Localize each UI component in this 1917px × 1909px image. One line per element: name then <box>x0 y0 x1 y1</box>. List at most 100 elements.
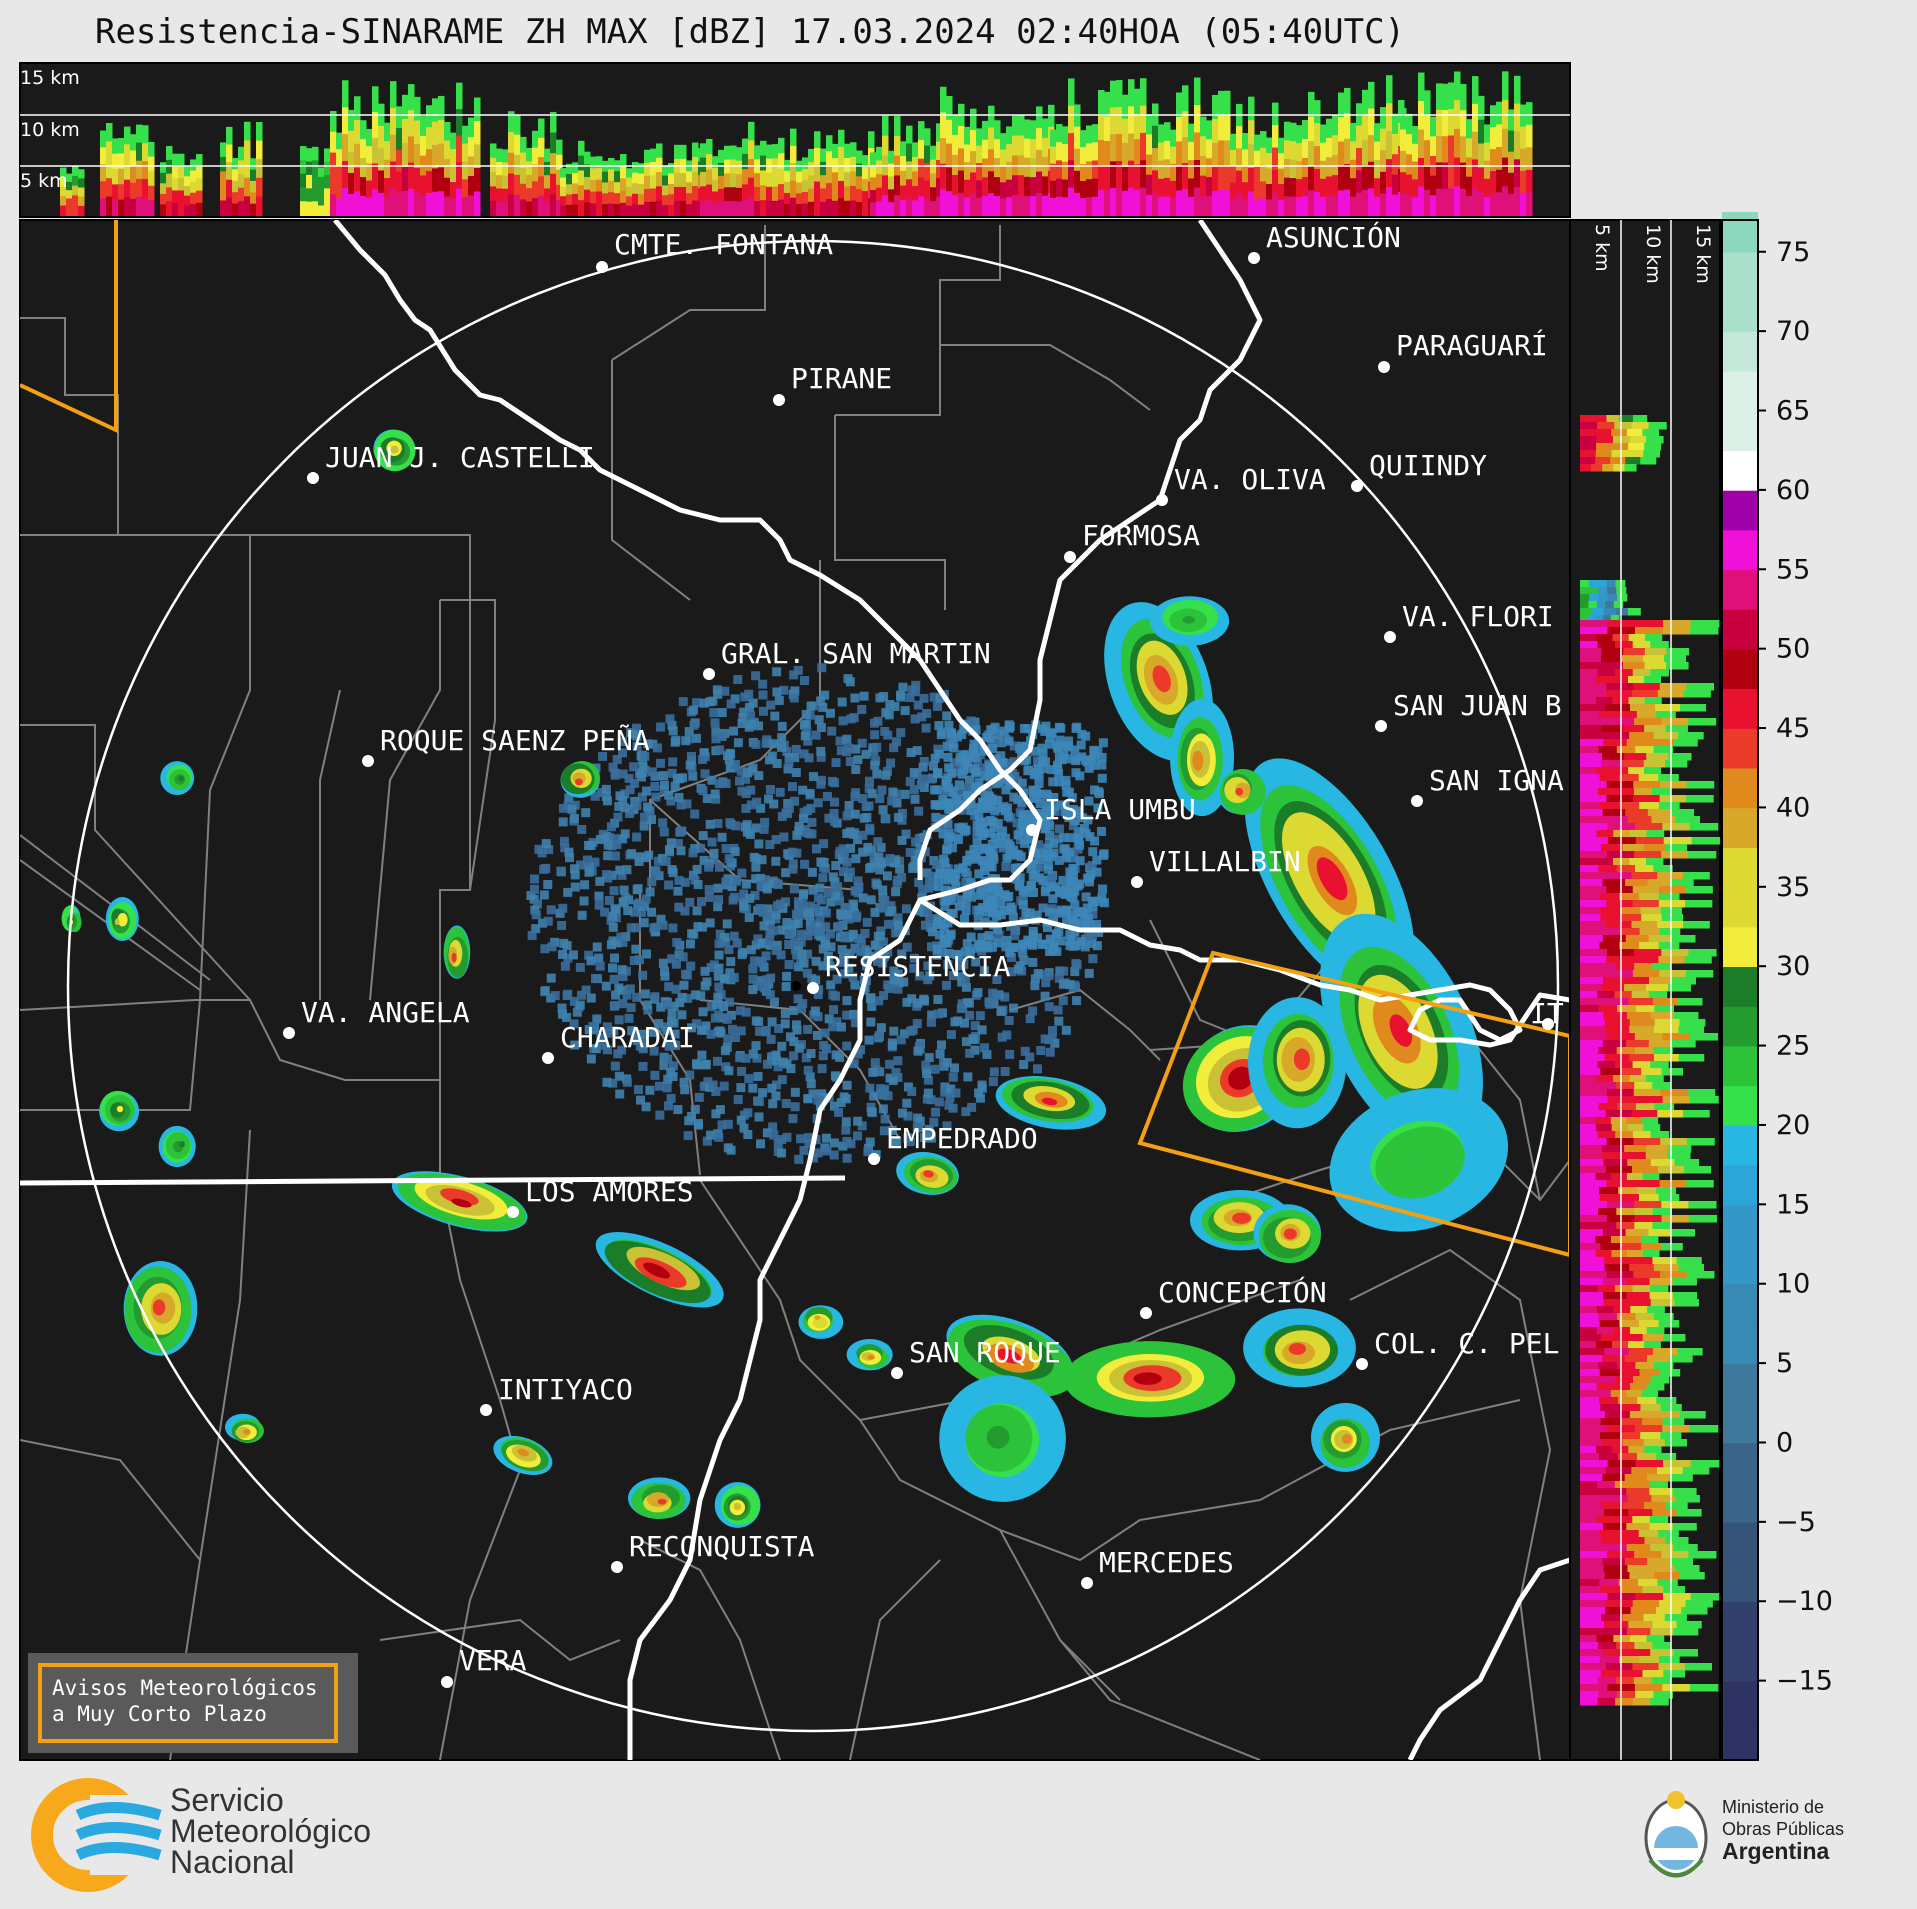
city-dot-villalbin <box>1131 876 1143 888</box>
city-label-san-ignacio: SAN IGNA <box>1429 764 1564 797</box>
colorbar-segment <box>1722 926 1758 967</box>
city-label-villalbin: VILLALBIN <box>1149 845 1301 878</box>
city-label-va-oliva: VA. OLIVA <box>1174 463 1326 496</box>
colorbar-segment <box>1722 1244 1758 1285</box>
colorbar-segment <box>1722 450 1758 491</box>
smn-wordmark: Servicio Meteorológico Nacional <box>170 1782 371 1880</box>
city-dot-pirane <box>773 394 785 406</box>
colorbar-tick-label: 55 <box>1776 554 1810 585</box>
colorbar-segment <box>1722 529 1758 571</box>
radar-site-marker <box>791 981 801 991</box>
city-label-empedrado: EMPEDRADO <box>886 1122 1038 1155</box>
city-dot-empedrado <box>868 1153 880 1165</box>
colorbar-tick-label: 40 <box>1776 792 1810 823</box>
colorbar-tick-label: −5 <box>1776 1507 1816 1538</box>
product-title: Resistencia-SINARAME ZH MAX [dBZ] 17.03.… <box>94 12 1406 52</box>
city-label-pirane: PIRANE <box>791 362 892 395</box>
city-label-paraguari: PARAGUARÍ <box>1396 328 1548 362</box>
top-height-label-15: 15 km <box>20 67 80 89</box>
city-dot-charadai <box>542 1052 554 1064</box>
smn-line-1: Servicio <box>170 1782 284 1818</box>
city-label-cmte-fontana: CMTE. FONTANA <box>614 228 833 261</box>
colorbar-segment <box>1722 1005 1758 1047</box>
right-height-label-15: 15 km <box>1692 224 1714 284</box>
city-label-intiyaco: INTIYACO <box>498 1373 633 1406</box>
colorbar-frame <box>1721 219 1759 1761</box>
city-dot-cmte-fontana <box>596 261 608 273</box>
colorbar-tick-label: 70 <box>1776 316 1810 347</box>
mop-line-3: Argentina <box>1722 1838 1830 1864</box>
city-label-va-florida: VA. FLORI <box>1402 600 1554 633</box>
city-label-roque-saenz-pena: ROQUE SAENZ PEÑA <box>380 723 650 757</box>
colorbar-tick-label: 65 <box>1776 396 1810 427</box>
colorbar-segment <box>1722 1363 1758 1404</box>
very-short-term-warnings-box[interactable]: Avisos Meteorológicos a Muy Corto Plazo <box>38 1663 338 1743</box>
colorbar-segment <box>1722 1442 1758 1483</box>
city-label-col-c-pel: COL. C. PEL <box>1374 1327 1559 1360</box>
colorbar-segment <box>1722 688 1758 729</box>
colorbar-tick-label: 20 <box>1776 1110 1810 1141</box>
city-dot-va-oliva <box>1156 494 1168 506</box>
colorbar-tick-label: 35 <box>1776 872 1810 903</box>
radar-map: CMTE. FONTANA ASUNCIÓN PIRANE PARAGUARÍ JUAN… <box>19 219 1571 1761</box>
right-cross-section: 5 km 10 km 15 km <box>1569 219 1721 1761</box>
city-label-vera: VERA <box>459 1644 527 1677</box>
city-label-los-amores: LOS AMORES <box>525 1175 694 1208</box>
top-height-label-5: 5 km <box>20 170 68 192</box>
city-label-gral-san-martin: GRAL. SAN MARTIN <box>721 637 991 670</box>
city-dot-los-amores <box>507 1206 519 1218</box>
colorbar-segment <box>1722 1640 1758 1682</box>
colorbar-segment <box>1722 1601 1758 1642</box>
colorbar-tick-label: 15 <box>1776 1189 1810 1220</box>
colorbar-segment <box>1722 1085 1758 1126</box>
colorbar-segment <box>1722 1720 1758 1761</box>
colorbar-segment <box>1722 807 1758 848</box>
colorbar-segment <box>1722 1045 1758 1087</box>
city-label-quiindy: QUIINDY <box>1369 449 1487 482</box>
colorbar-segment <box>1722 1204 1758 1245</box>
top-cross-section: 15 km 10 km 5 km <box>19 62 1571 218</box>
colorbar-segment <box>1722 608 1758 650</box>
colorbar-segment <box>1722 291 1758 332</box>
right-height-label-5: 5 km <box>1591 224 1613 272</box>
right-height-label-10: 10 km <box>1642 224 1664 284</box>
city-label-va-angela: VA. ANGELA <box>301 996 470 1029</box>
city-label-reconquista: RECONQUISTA <box>629 1530 815 1563</box>
city-dot-asuncion <box>1248 252 1260 264</box>
argentina-seal-icon <box>1644 1791 1708 1878</box>
colorbar-segment <box>1722 410 1758 452</box>
colorbar-tick-label: 60 <box>1776 475 1810 506</box>
city-dot-vera <box>441 1676 453 1688</box>
colorbar-tick-label: 50 <box>1776 634 1810 665</box>
city-label-formosa: FORMOSA <box>1082 519 1200 552</box>
city-dot-formosa <box>1064 551 1076 563</box>
smn-logo-icon <box>31 1778 162 1892</box>
warning-line-1: Avisos Meteorológicos <box>52 1676 318 1700</box>
city-dot-san-ignacio <box>1411 795 1423 807</box>
city-dot-mercedes <box>1081 1577 1093 1589</box>
colorbar-tick-label: 45 <box>1776 713 1810 744</box>
smn-line-3: Nacional <box>170 1844 295 1880</box>
colorbar-tick-label: 10 <box>1776 1269 1810 1300</box>
city-label-resistencia: RESISTENCIA <box>825 950 1011 983</box>
colorbar-segment <box>1722 648 1758 690</box>
colorbar-segment <box>1722 370 1758 412</box>
mop-line-2: Obras Públicas <box>1722 1819 1845 1839</box>
colorbar-tick-label: 30 <box>1776 951 1810 982</box>
colorbar-segment <box>1722 1164 1758 1206</box>
city-label-concepcion: CONCEPCIÓN <box>1158 1275 1327 1309</box>
colorbar-segment <box>1722 331 1758 372</box>
city-dot-resistencia <box>807 982 819 994</box>
city-dot-va-angela <box>283 1027 295 1039</box>
colorbar-segment <box>1722 886 1758 928</box>
international-borders <box>20 220 1570 1760</box>
smn-line-2: Meteorológico <box>170 1813 371 1849</box>
city-label-isla-umbu: ISLA UMBU <box>1044 793 1196 826</box>
warning-line-2: a Muy Corto Plazo <box>52 1702 267 1726</box>
colorbar-segment <box>1722 767 1758 809</box>
city-label-asuncion: ASUNCIÓN <box>1266 220 1401 254</box>
colorbar-tick-label: 25 <box>1776 1031 1810 1062</box>
mop-line-1: Ministerio de <box>1722 1797 1825 1817</box>
reflectivity-field <box>61 429 1509 1528</box>
city-dot-roque-saenz-pena <box>362 755 374 767</box>
